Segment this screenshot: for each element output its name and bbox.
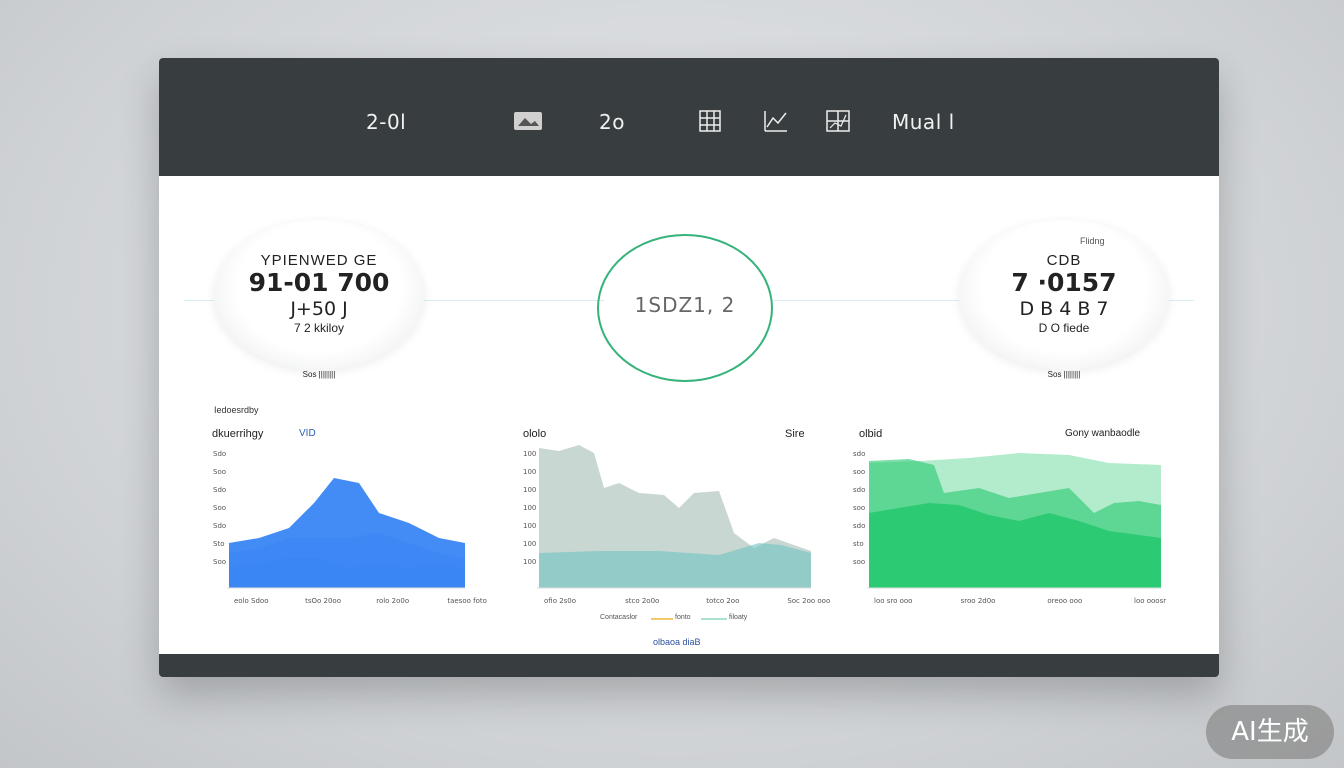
kpi-value: 7 ·0157 [1011, 268, 1117, 297]
area-series [229, 558, 465, 588]
y-tick-label: soo [853, 504, 865, 512]
kpi-card-right[interactable]: CDB 7 ·0157 D B 4 B 7 D O fiede Sos ||||… [959, 220, 1169, 379]
kpi-footnote: Sos |||||||| [1047, 370, 1081, 379]
area-chart-blue: Sdo Soo Sdo Soo Sdo Sto Soo eolo Sdoo tsOo 20oo r… [213, 450, 487, 605]
chart-badge[interactable]: Sire [785, 428, 805, 440]
y-tick-label: Soo [213, 504, 226, 512]
nav-item-home[interactable]: 2-0l [366, 110, 407, 134]
top-navigation-bar: 2-0l 2o [159, 58, 1219, 176]
nav-item-analytics[interactable]: 2o [599, 110, 625, 134]
y-tick-label: 100 [523, 468, 536, 476]
legend-swatch-mint [701, 618, 727, 620]
watermark-badge: AI生成 [1206, 705, 1334, 759]
x-tick-label: ofio 2s0o [544, 597, 576, 605]
chart-title: olbid [859, 428, 883, 440]
kpi-note: 7 2 kkiloy [293, 321, 345, 335]
chart-title: dkuerrihgy [212, 428, 264, 440]
footer-link[interactable]: olbaoa diaB [653, 637, 701, 647]
area-series [539, 543, 811, 588]
y-tick-label: sdo [853, 486, 865, 494]
center-gauge-ring[interactable]: 1SDZ1, 2 [597, 234, 773, 382]
kpi-card-left[interactable]: YPIENWED GE 91-01 700 J+50 J 7 2 kkiloy … [214, 220, 424, 379]
y-tick-label: Soo [213, 558, 226, 566]
y-tick-label: soo [853, 468, 865, 476]
kpi-footnote: Sos |||||||| [302, 370, 336, 379]
y-tick-label: sdo [853, 522, 865, 530]
x-tick-label: sroo 2d0o [961, 597, 996, 605]
y-tick-label: 100 [523, 522, 536, 530]
chart-icon[interactable] [764, 110, 790, 132]
y-tick-label: Sdo [213, 522, 226, 530]
y-tick-label: 100 [523, 558, 536, 566]
y-tick-label: Sto [213, 540, 224, 548]
kpi-label: YPIENWED GE [260, 252, 378, 269]
dashboard-window: 2-0l 2o [159, 58, 1219, 677]
y-tick-label: sto [853, 540, 864, 548]
kpi-tag: Flidng [1080, 236, 1105, 246]
image-icon[interactable] [514, 112, 542, 134]
y-tick-label: Sdo [213, 486, 226, 494]
bottom-bar [159, 654, 1219, 677]
kpi-note: D O fiede [1038, 321, 1090, 335]
kpi-label: CDB [1046, 252, 1082, 269]
kpi-sub-value: D B 4 B 7 [1019, 298, 1109, 320]
legend-item: fonto [675, 614, 691, 621]
area-chart-teal: 100 100 100 100 100 100 100 ofio 2s0o stco 2o0o t… [523, 445, 830, 605]
legend-swatch-yellow [651, 618, 673, 620]
x-tick-label: tsOo 20oo [305, 597, 341, 605]
x-tick-label: stco 2o0o [625, 597, 659, 605]
chart-title: ololo [523, 428, 547, 440]
y-tick-label: Soo [213, 468, 226, 476]
chart-badge[interactable]: VID [299, 428, 316, 439]
table-icon[interactable] [699, 110, 725, 132]
section-label: Iedoesrdby [214, 405, 259, 415]
y-tick-label: soo [853, 558, 865, 566]
y-tick-label: 100 [523, 504, 536, 512]
y-tick-label: Sdo [213, 450, 226, 458]
area-series [869, 503, 1161, 588]
y-tick-label: 100 [523, 540, 536, 548]
x-tick-label: loo sro ooo [874, 597, 912, 605]
x-tick-label: taesoo foto [447, 597, 487, 605]
kpi-sub-value: J+50 J [290, 298, 348, 320]
y-tick-label: sdo [853, 450, 865, 458]
legend-item: filoaty [729, 614, 748, 621]
chart-badge[interactable]: Gony wanbaodle [1065, 428, 1141, 439]
x-tick-label: rolo 2o0o [376, 597, 409, 605]
legend-item: Contacaslor [600, 614, 638, 621]
x-tick-label: loo ooosr [1134, 597, 1166, 605]
x-tick-label: oreoo ooo [1047, 597, 1082, 605]
grid-icon[interactable] [826, 110, 852, 132]
x-tick-label: Soc 2oo ooo [787, 597, 830, 605]
gauge-value: 1SDZ1, 2 [634, 293, 736, 317]
x-tick-label: totco 2oo [706, 597, 739, 605]
nav-item-manual[interactable]: Mual l [892, 110, 955, 134]
kpi-value: 91-01 700 [248, 268, 390, 297]
y-tick-label: 100 [523, 486, 536, 494]
area-chart-green: sdo soo sdo soo sdo sto soo loo sro ooo sroo 2d0… [853, 450, 1166, 605]
x-tick-label: eolo Sdoo [234, 597, 269, 605]
y-tick-label: 100 [523, 450, 536, 458]
